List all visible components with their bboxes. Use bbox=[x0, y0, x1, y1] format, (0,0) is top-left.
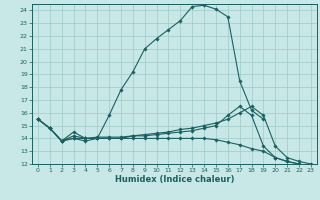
X-axis label: Humidex (Indice chaleur): Humidex (Indice chaleur) bbox=[115, 175, 234, 184]
